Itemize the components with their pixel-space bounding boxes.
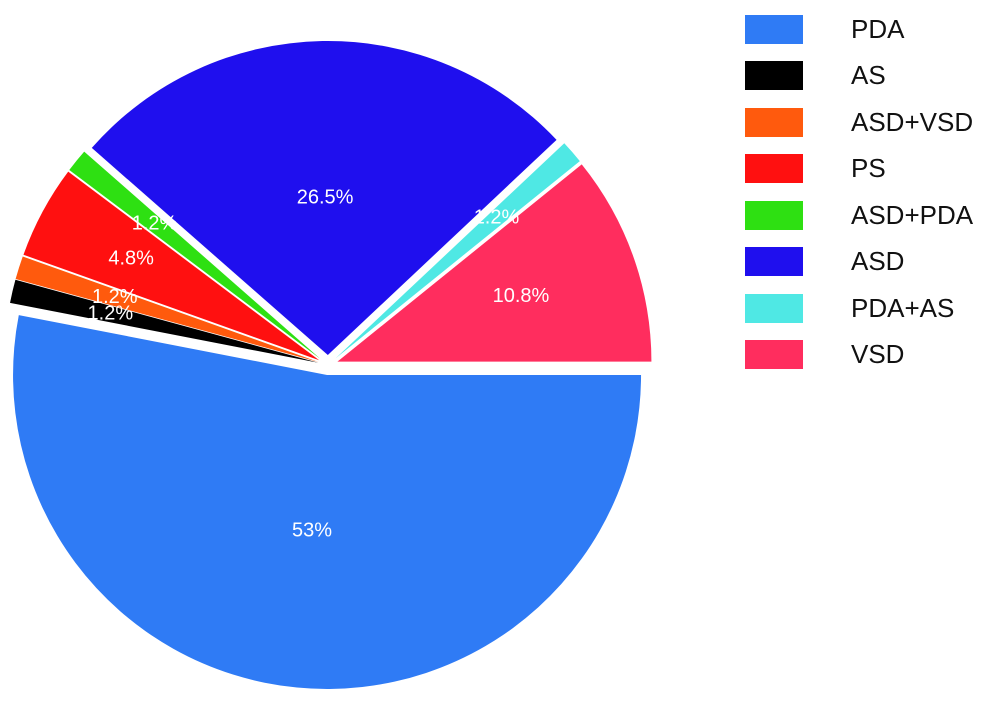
legend-label: ASD+PDA [851, 199, 974, 230]
legend-swatch [745, 154, 803, 184]
pie-slice-pda [13, 315, 642, 689]
legend-label: PDA+AS [851, 292, 955, 323]
legend-label: ASD [851, 246, 905, 277]
pie-slice-asd-vsd [15, 256, 319, 362]
legend-item: VSD [745, 332, 995, 379]
slice-value-label: 1.2% [132, 212, 178, 234]
pie-slice-asd-pda [69, 151, 321, 359]
legend-swatch [745, 200, 803, 230]
pie-slice-pda-as [335, 143, 580, 359]
legend-swatch [745, 247, 803, 277]
slice-value-label: 1.2% [474, 206, 520, 228]
legend-swatch [745, 14, 803, 44]
legend-swatch [745, 340, 803, 370]
legend-label: AS [851, 60, 886, 91]
legend-item: PDA [745, 6, 995, 53]
legend-swatch [745, 293, 803, 323]
legend-swatch [745, 107, 803, 137]
legend-label: PDA [851, 13, 905, 44]
legend-label: VSD [851, 339, 905, 370]
legend-item: PS [745, 146, 995, 193]
legend: PDA AS ASD+VSD PS ASD+PDA ASD PDA+AS VSD [745, 6, 995, 378]
slice-value-label: 26.5% [297, 186, 354, 208]
slice-value-label: 10.8% [493, 285, 550, 307]
slice-value-label: 4.8% [108, 247, 154, 269]
slice-value-label: 1.2% [92, 286, 138, 308]
slice-value-label: 1.2% [88, 302, 134, 324]
legend-label: ASD+VSD [851, 106, 974, 137]
legend-swatch [745, 61, 803, 91]
pie-slice-as [10, 279, 319, 363]
legend-item: PDA+AS [745, 285, 995, 332]
pie-slice-vsd [337, 164, 652, 362]
pie-slice-asd [91, 41, 557, 356]
legend-item: ASD+PDA [745, 192, 995, 239]
legend-item: ASD [745, 239, 995, 286]
legend-label: PS [851, 153, 886, 184]
pie-slice-ps [23, 171, 320, 361]
legend-item: AS [745, 53, 995, 100]
slice-value-label: 53% [292, 520, 332, 542]
legend-item: ASD+VSD [745, 99, 995, 146]
